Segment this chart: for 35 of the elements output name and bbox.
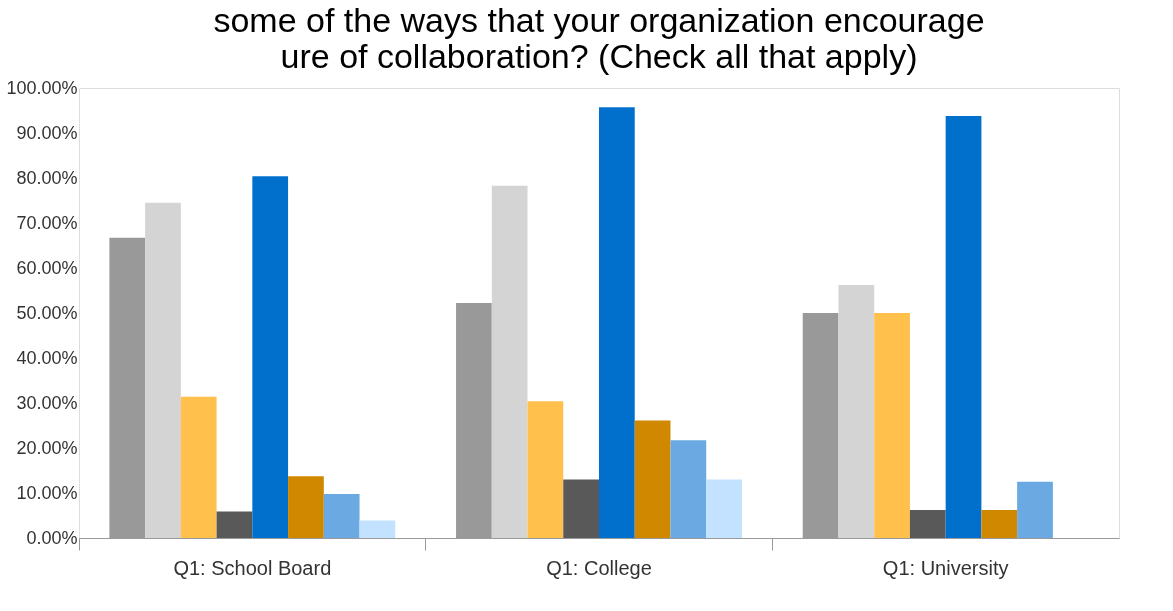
y-tick-label: 20.00% <box>16 437 78 458</box>
bar <box>838 285 875 538</box>
bar <box>981 510 1018 538</box>
text: some of the ways that your organization encourage <box>213 1 985 39</box>
y-tick-label: 60.00% <box>16 257 78 278</box>
bar <box>145 202 181 538</box>
bar <box>599 107 635 538</box>
bar <box>563 479 599 538</box>
bar <box>359 520 396 538</box>
x-tick-label: Q1: University <box>882 556 1009 579</box>
bar <box>323 493 360 538</box>
bar <box>491 185 528 538</box>
bar <box>634 420 671 538</box>
bar <box>1017 481 1053 538</box>
y-tick-label: 0.00% <box>26 527 78 548</box>
y-tick-label: 100.00% <box>6 77 78 98</box>
y-tick-label: 90.00% <box>16 122 78 143</box>
bar <box>909 510 946 538</box>
y-tick-label: 30.00% <box>16 392 78 413</box>
bar <box>216 511 253 538</box>
bar <box>288 476 324 538</box>
y-tick-label: 40.00% <box>16 347 78 368</box>
x-tick-label: Q1: College <box>546 556 652 579</box>
bar <box>945 115 982 538</box>
bar <box>874 313 910 538</box>
y-tick-label: 10.00% <box>16 482 78 503</box>
bar <box>670 440 707 538</box>
x-tick-label: Q1: School Board <box>173 556 332 579</box>
bar <box>252 176 289 538</box>
y-tick-label: 70.00% <box>16 212 78 233</box>
y-tick-label: 80.00% <box>16 167 78 188</box>
bar <box>180 396 217 538</box>
bar <box>527 401 564 538</box>
y-tick-label: 50.00% <box>16 302 78 323</box>
bar <box>706 479 742 538</box>
